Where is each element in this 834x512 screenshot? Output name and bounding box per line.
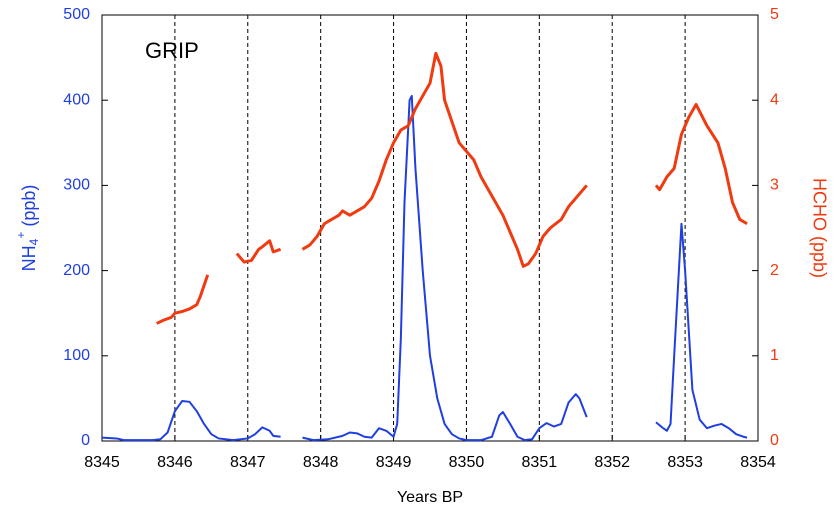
x-tick-label: 8346 — [157, 454, 193, 471]
y-label-sub: 4 — [27, 238, 41, 245]
x-tick-label: 8348 — [303, 454, 339, 471]
y2-tick-label: 1 — [770, 347, 779, 364]
y-tick-label: 100 — [63, 347, 90, 364]
x-tick-label: 8349 — [376, 454, 412, 471]
data-line — [156, 51, 748, 325]
y-tick-label: 300 — [63, 177, 90, 194]
x-tick-label: 8347 — [230, 454, 266, 471]
x-tick-label: 8351 — [522, 454, 558, 471]
y-label-sup: + — [14, 232, 28, 239]
x-tick-label: 8350 — [449, 454, 485, 471]
y2-axis-label: HCHO (ppb) — [809, 178, 829, 278]
y-tick-label: 500 — [63, 6, 90, 23]
x-tick-label: 8354 — [740, 454, 776, 471]
x-tick-label: 8353 — [667, 454, 703, 471]
annotation: GRIP — [145, 38, 199, 63]
y2-tick-label: 3 — [770, 177, 779, 194]
x-tick-label: 8345 — [84, 454, 120, 471]
y2-tick-label: 5 — [770, 6, 779, 23]
plot-frame — [101, 14, 759, 442]
y-tick-label: 0 — [81, 432, 90, 449]
y-label-base: NH — [19, 245, 39, 271]
y2-tick-label: 2 — [770, 262, 779, 279]
y-axis-label: NH4+ (ppb) — [14, 185, 41, 272]
y-tick-label: 400 — [63, 91, 90, 108]
y2-tick-label: 0 — [770, 432, 779, 449]
y-tick-label: 200 — [63, 262, 90, 279]
x-tick-label: 8352 — [594, 454, 630, 471]
data-line — [101, 94, 748, 442]
y2-tick-label: 4 — [770, 91, 779, 108]
x-axis-label: Years BP — [397, 489, 463, 506]
y-label-unit: (ppb) — [19, 185, 39, 232]
